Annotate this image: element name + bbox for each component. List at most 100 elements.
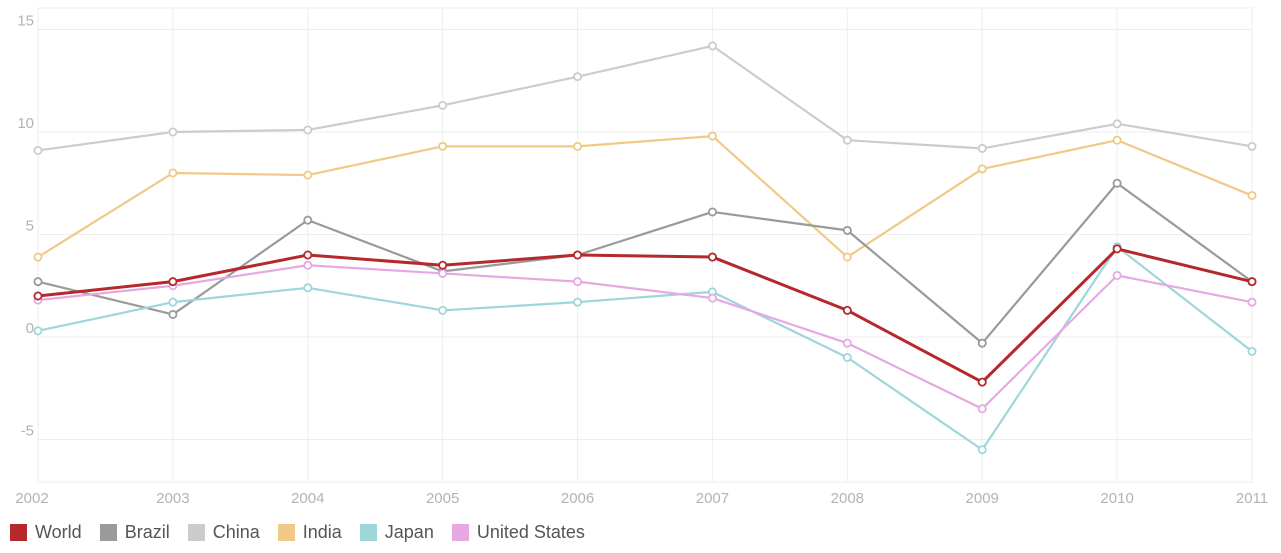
data-point[interactable] xyxy=(1112,119,1122,129)
legend-label: United States xyxy=(476,522,585,542)
series-china[interactable] xyxy=(33,41,1257,155)
legend-swatch xyxy=(10,524,27,541)
series-india[interactable] xyxy=(33,131,1257,262)
data-point[interactable] xyxy=(33,277,43,287)
data-point[interactable] xyxy=(1247,346,1257,356)
data-point[interactable] xyxy=(1112,244,1122,254)
data-point[interactable] xyxy=(842,305,852,315)
data-point[interactable] xyxy=(33,252,43,262)
data-point[interactable] xyxy=(977,445,987,455)
data-point[interactable] xyxy=(707,131,717,141)
data-point[interactable] xyxy=(1112,135,1122,145)
x-tick-label: 2006 xyxy=(561,490,594,507)
legend-item-japan[interactable]: Japan xyxy=(359,522,434,543)
legend-label: India xyxy=(302,522,342,542)
y-tick-label: 5 xyxy=(26,218,34,235)
legend-label: China xyxy=(212,522,260,542)
x-tick-label: 2005 xyxy=(426,490,459,507)
data-point[interactable] xyxy=(573,72,583,82)
legend-item-brazil[interactable]: Brazil xyxy=(99,522,170,543)
data-point[interactable] xyxy=(303,125,313,135)
data-point[interactable] xyxy=(303,215,313,225)
data-point[interactable] xyxy=(842,252,852,262)
series-brazil[interactable] xyxy=(33,178,1257,348)
x-tick-label: 2004 xyxy=(291,490,324,507)
data-point[interactable] xyxy=(303,250,313,260)
data-point[interactable] xyxy=(1112,270,1122,280)
legend-label: Brazil xyxy=(124,522,170,542)
data-point[interactable] xyxy=(438,260,448,270)
data-point[interactable] xyxy=(842,338,852,348)
series-line[interactable] xyxy=(37,245,1253,451)
x-tick-label: 2002 xyxy=(15,490,48,507)
series-line[interactable] xyxy=(37,247,1253,384)
data-point[interactable] xyxy=(842,352,852,362)
data-point[interactable] xyxy=(1247,297,1257,307)
data-point[interactable] xyxy=(303,170,313,180)
data-point[interactable] xyxy=(168,309,178,319)
data-point[interactable] xyxy=(977,404,987,414)
data-point[interactable] xyxy=(438,268,448,278)
data-point[interactable] xyxy=(168,297,178,307)
data-point[interactable] xyxy=(573,297,583,307)
data-point[interactable] xyxy=(33,291,43,301)
data-point[interactable] xyxy=(1112,178,1122,188)
legend: World Brazil China India Japan United States xyxy=(10,522,603,543)
legend-item-world[interactable]: World xyxy=(10,522,82,543)
x-tick-label: 2009 xyxy=(966,490,999,507)
data-point[interactable] xyxy=(1247,141,1257,151)
data-point[interactable] xyxy=(842,135,852,145)
data-point[interactable] xyxy=(977,164,987,174)
data-point[interactable] xyxy=(707,252,717,262)
legend-swatch xyxy=(99,524,117,541)
data-point[interactable] xyxy=(303,283,313,293)
series-line[interactable] xyxy=(37,135,1253,259)
x-tick-label: 2010 xyxy=(1100,490,1133,507)
data-point[interactable] xyxy=(438,305,448,315)
legend-item-united-states[interactable]: United States xyxy=(451,522,585,543)
data-point[interactable] xyxy=(438,141,448,151)
data-point[interactable] xyxy=(573,277,583,287)
legend-label: World xyxy=(35,522,82,542)
data-point[interactable] xyxy=(1247,191,1257,201)
data-point[interactable] xyxy=(438,100,448,110)
data-point[interactable] xyxy=(977,338,987,348)
y-tick-label: 0 xyxy=(26,320,34,337)
data-point[interactable] xyxy=(303,260,313,270)
series-world[interactable] xyxy=(33,244,1257,387)
data-point[interactable] xyxy=(168,277,178,287)
y-tick-label: 15 xyxy=(17,13,34,30)
series-line[interactable] xyxy=(37,44,1253,152)
legend-item-india[interactable]: India xyxy=(277,522,342,543)
data-point[interactable] xyxy=(707,41,717,51)
legend-label: Japan xyxy=(384,522,434,542)
y-tick-label: 10 xyxy=(17,115,34,132)
x-tick-label: 2008 xyxy=(831,490,864,507)
data-point[interactable] xyxy=(33,326,43,336)
plot-frame xyxy=(37,7,1253,483)
data-point[interactable] xyxy=(1247,277,1257,287)
data-point[interactable] xyxy=(977,377,987,387)
x-tick-label: 2011 xyxy=(1236,490,1268,507)
legend-swatch xyxy=(187,524,205,541)
data-point[interactable] xyxy=(707,207,717,217)
legend-item-china[interactable]: China xyxy=(187,522,260,543)
y-tick-label: -5 xyxy=(21,423,34,440)
data-point[interactable] xyxy=(573,141,583,151)
data-point[interactable] xyxy=(977,143,987,153)
legend-swatch xyxy=(451,524,469,541)
series-line[interactable] xyxy=(37,264,1253,410)
data-point[interactable] xyxy=(33,145,43,155)
data-point[interactable] xyxy=(573,250,583,260)
x-tick-label: 2003 xyxy=(156,490,189,507)
data-point[interactable] xyxy=(707,293,717,303)
data-point[interactable] xyxy=(842,225,852,235)
x-tick-label: 2007 xyxy=(696,490,729,507)
series-united-states[interactable] xyxy=(33,260,1257,414)
data-point[interactable] xyxy=(168,127,178,137)
legend-swatch xyxy=(359,524,377,541)
series-japan[interactable] xyxy=(33,242,1257,455)
data-point[interactable] xyxy=(168,168,178,178)
